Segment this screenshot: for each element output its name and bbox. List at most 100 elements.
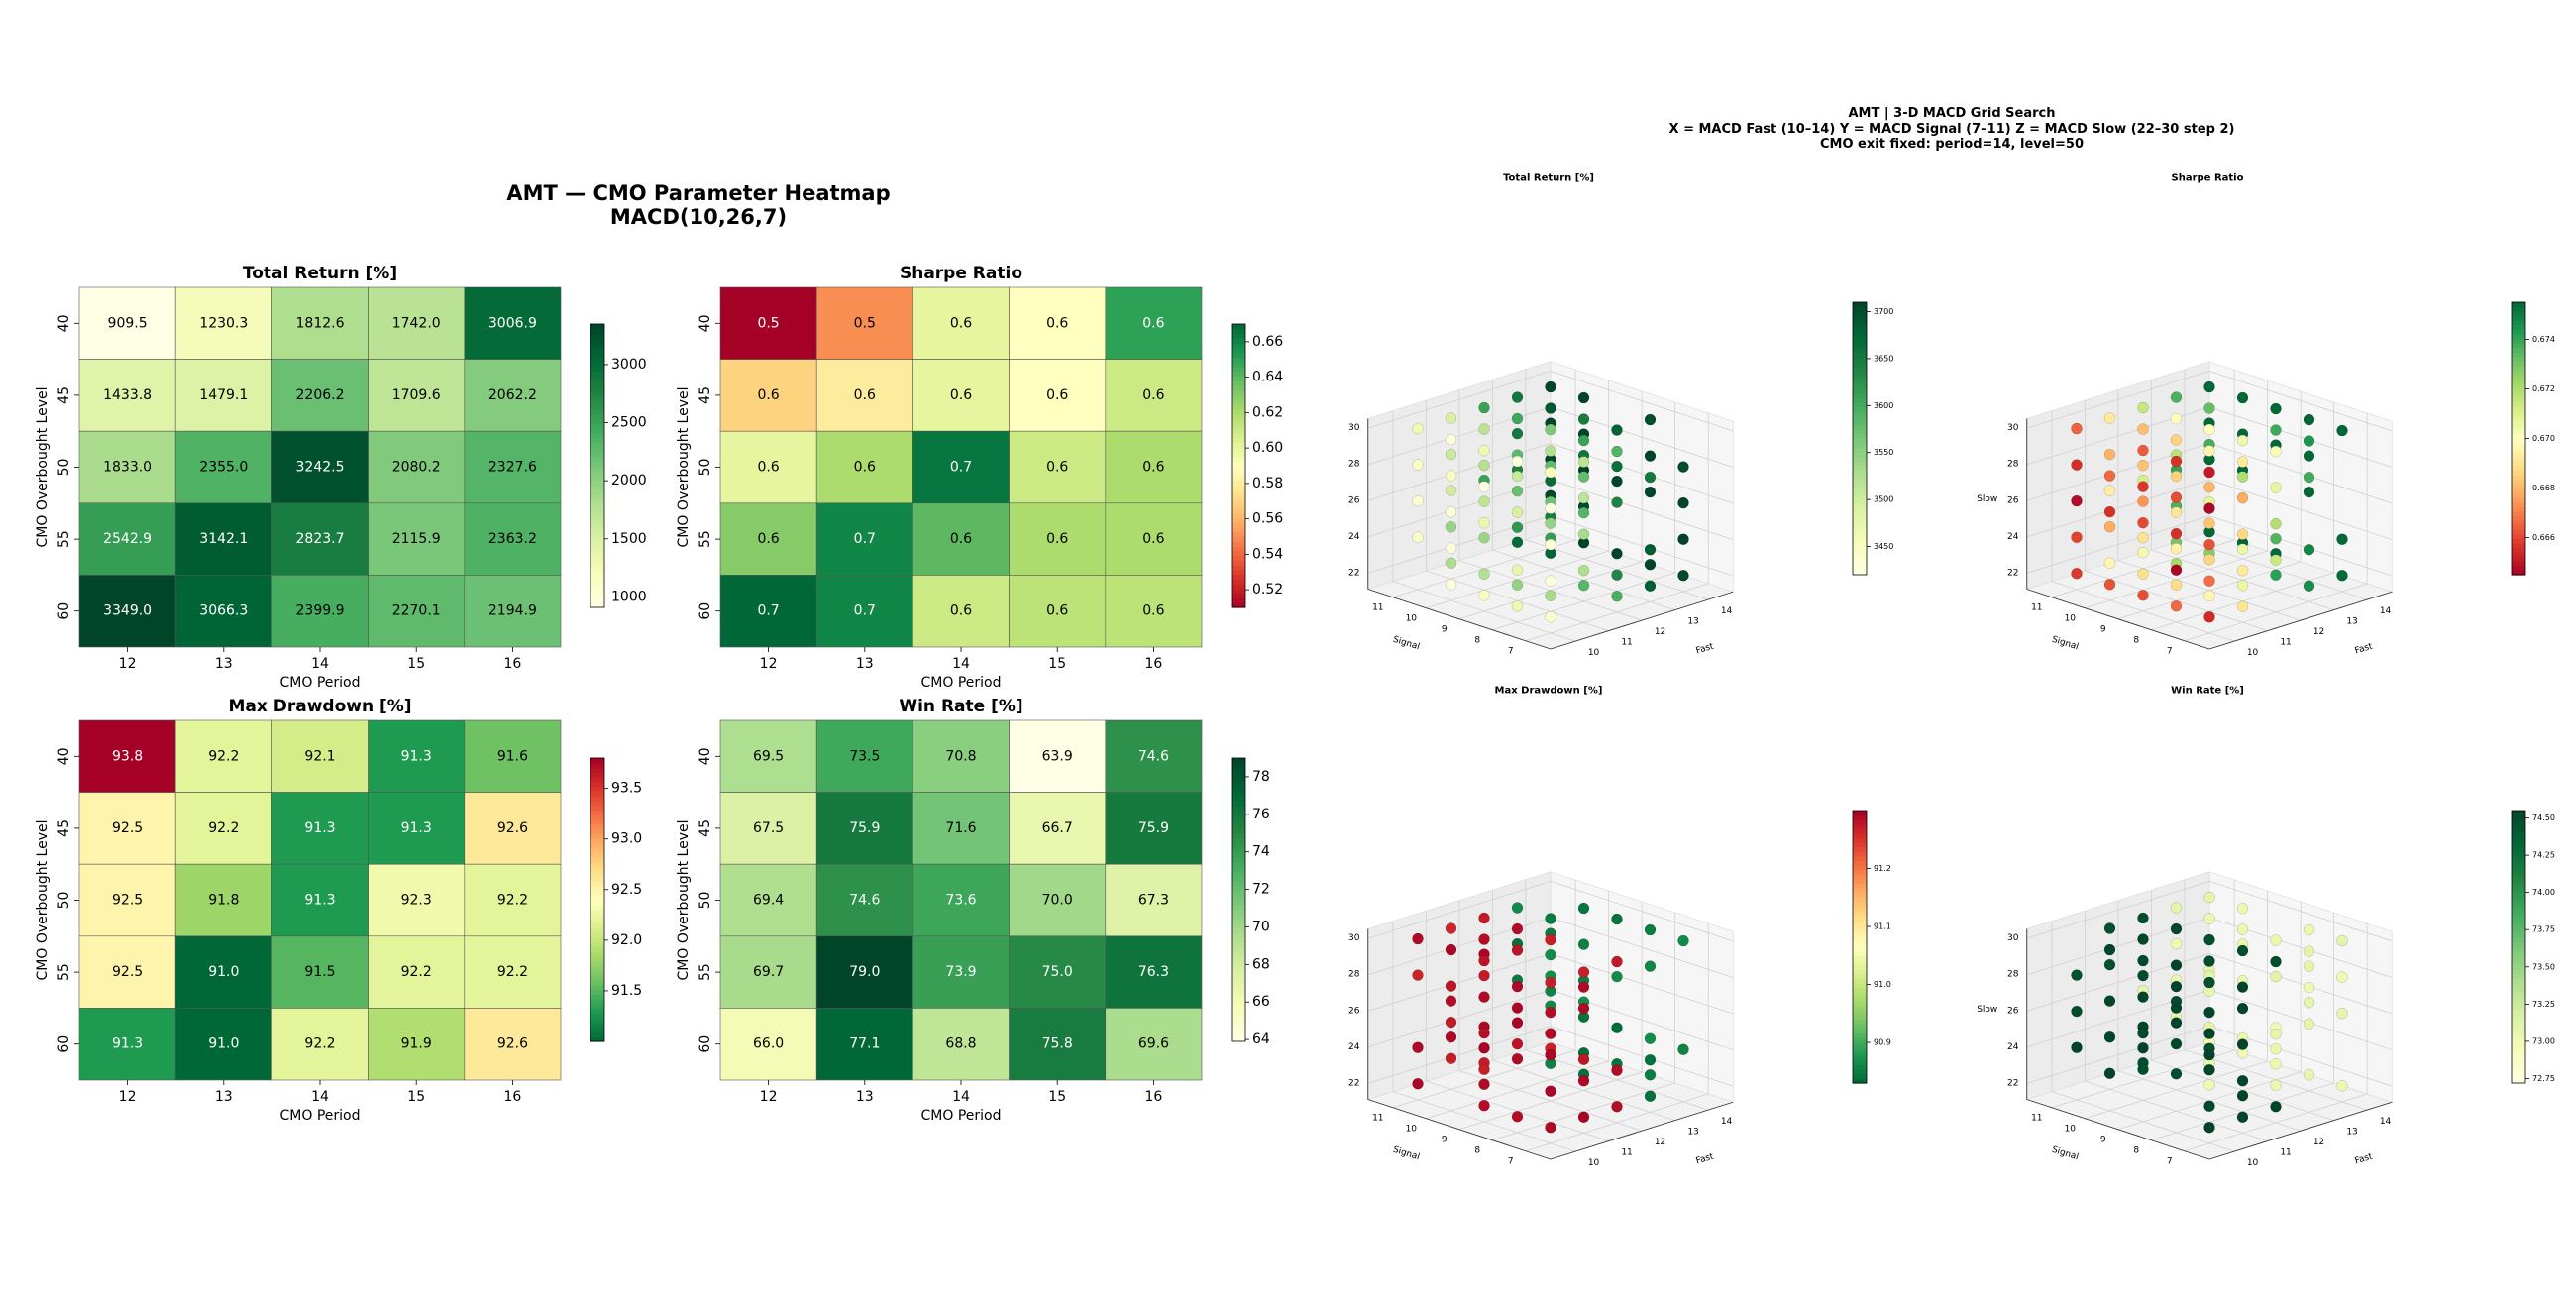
colorbar-segment — [2512, 411, 2525, 417]
colorbar-segment — [2512, 429, 2525, 435]
colorbar-segment — [1853, 311, 1867, 317]
scatter-point — [2103, 520, 2116, 533]
grid-line — [1367, 881, 1552, 939]
z-tick-label: 26 — [1348, 495, 1360, 505]
y-tick-label: 40 — [698, 314, 713, 332]
scatter-point — [2170, 1017, 2183, 1029]
heatmap-title: Max Drawdown [%] — [228, 697, 411, 716]
colorbar-tick-label: 72.75 — [2532, 1074, 2555, 1083]
colorbar-segment — [2512, 983, 2525, 989]
colorbar-segment — [590, 560, 604, 566]
colorbar-segment — [590, 980, 604, 986]
scatter-point — [1611, 424, 1623, 436]
colorbar-segment — [1232, 418, 1245, 424]
colorbar-segment — [2512, 529, 2525, 535]
scatter-point — [1511, 536, 1524, 548]
left-figure-title: AMT — CMO Parameter Heatmap MACD(10,26,7… — [500, 181, 897, 229]
colorbar-segment — [590, 574, 604, 580]
colorbar-tick-label: 1500 — [611, 531, 647, 547]
colorbar-segment — [590, 461, 604, 467]
scatter-point — [1644, 960, 1657, 972]
cell-label: 2115.9 — [392, 531, 441, 547]
colorbar-segment — [2512, 906, 2525, 912]
scatter-point — [2303, 413, 2315, 426]
cell-label: 0.5 — [854, 315, 876, 331]
colorbar-segment — [590, 956, 604, 962]
colorbar-segment — [1853, 955, 1867, 961]
colorbar-segment — [1853, 915, 1867, 921]
colorbar-frame — [1852, 810, 1868, 1084]
z-tick-label: 22 — [2007, 568, 2018, 578]
colorbar-segment — [1232, 503, 1245, 509]
colorbar-segment — [1853, 492, 1867, 498]
colorbar-tick-label: 0.62 — [1252, 404, 1283, 420]
colorbar-segment — [1853, 488, 1867, 494]
heatmap-cell — [464, 863, 562, 937]
colorbar-segment — [590, 371, 604, 378]
colorbar-segment — [1853, 375, 1867, 380]
scatter-point — [1611, 970, 1623, 983]
colorbar-segment — [1853, 565, 1867, 572]
cell-label: 0.5 — [757, 315, 779, 331]
colorbar-tick-label: 3550 — [1874, 448, 1893, 457]
scatter-point — [1545, 913, 1556, 924]
colorbar-segment — [1853, 1024, 1867, 1030]
scatter-point — [2270, 970, 2282, 983]
colorbar-segment — [1232, 895, 1245, 901]
colorbar-segment — [1853, 420, 1867, 426]
scatter-point — [2236, 1111, 2249, 1123]
scatter-point — [2236, 1090, 2249, 1102]
scatter-point — [1445, 520, 1457, 533]
y-tick-label: 55 — [698, 963, 713, 981]
colorbar-segment — [590, 357, 604, 363]
heatmap-cell — [719, 359, 817, 432]
colorbar-segment — [1853, 860, 1867, 866]
scatter-point — [1511, 1017, 1524, 1029]
scatter-point — [1478, 444, 1490, 457]
colorbar-segment — [1853, 823, 1867, 829]
colorbar-segment — [1853, 456, 1867, 463]
grid-line — [2208, 443, 2393, 504]
scatter-point — [1445, 505, 1457, 518]
scatter-point — [1511, 1002, 1524, 1014]
colorbar-segment — [1232, 866, 1245, 872]
colorbar-segment — [1232, 941, 1245, 948]
cell-label: 91.0 — [208, 1036, 239, 1052]
scatter-point — [1445, 433, 1457, 446]
colorbar-segment — [2512, 878, 2525, 884]
scatter-point — [2170, 1002, 2183, 1014]
colorbar-segment — [1232, 526, 1245, 533]
colorbar-segment — [1232, 828, 1245, 834]
colorbar-segment — [590, 786, 604, 792]
colorbar-segment — [590, 777, 604, 783]
colorbar-segment — [2512, 1069, 2525, 1075]
colorbar-segment — [2512, 524, 2525, 530]
scatter-point — [1545, 517, 1556, 529]
scatter-point — [1611, 460, 1623, 473]
right-title-line-3: CMO exit fixed: period=14, level=50 — [1820, 137, 2084, 152]
scatter-point — [2170, 902, 2183, 914]
right-title-line-1: AMT | 3-D MACD Grid Search — [1848, 106, 2056, 121]
colorbar-segment — [590, 847, 604, 853]
cell-label: 2823.7 — [296, 531, 345, 547]
heatmap-cell — [815, 863, 913, 937]
colorbar-2: 91.5 92.0 92.5 93.0 93.5 — [590, 757, 642, 1042]
z-tick-label: 22 — [1348, 1078, 1359, 1088]
colorbar-segment — [1232, 946, 1245, 953]
y-tick-label: 9 — [2100, 624, 2106, 634]
heatmap-cell — [1105, 502, 1203, 576]
x-tick-label: 16 — [1144, 656, 1162, 672]
colorbar-segment — [1853, 1064, 1867, 1070]
y-tick-label: 55 — [56, 963, 72, 981]
x-tick-label: 10 — [2247, 648, 2259, 658]
colorbar-5: 0.666 0.668 0.670 0.672 0.674 — [2511, 301, 2555, 576]
colorbar-segment — [1853, 315, 1867, 321]
colorbar-segment — [590, 362, 604, 368]
x-axis-label: Fast — [2354, 1151, 2375, 1166]
y-tick-label: 11 — [2031, 602, 2042, 612]
colorbar-segment — [1232, 823, 1245, 830]
heatmap-cell — [368, 935, 466, 1009]
x-tick-label: 16 — [1144, 1089, 1162, 1105]
cell-label: 2363.2 — [488, 531, 537, 547]
scatter-point — [2270, 445, 2282, 458]
